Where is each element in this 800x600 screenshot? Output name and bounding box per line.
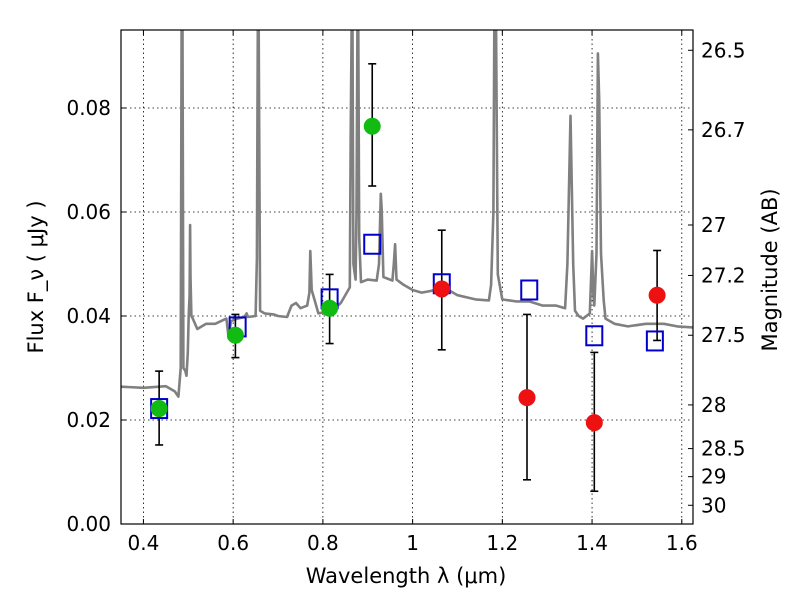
detection-point bbox=[321, 299, 339, 317]
model-photometry-square bbox=[645, 330, 664, 352]
low-significance-point bbox=[433, 280, 451, 298]
model-photometry-square bbox=[585, 325, 604, 347]
y-tick-label: 0.06 bbox=[66, 200, 111, 224]
detection-point bbox=[363, 117, 381, 135]
right-axis-tick-label: 30 bbox=[701, 493, 726, 517]
right-axis-tick-label: 29 bbox=[701, 465, 726, 489]
gridlines bbox=[121, 30, 693, 525]
errorbar-layer bbox=[155, 62, 662, 493]
right-axis-tick-label: 27.2 bbox=[701, 263, 746, 287]
right-axis-tick-label: 26.7 bbox=[701, 118, 746, 142]
x-tick-label: 1.6 bbox=[666, 531, 698, 555]
x-tick-label: 0.8 bbox=[307, 531, 339, 555]
model-photometry-square bbox=[520, 279, 539, 301]
model-photometry-square bbox=[363, 233, 382, 255]
spectrum-layer bbox=[121, 30, 693, 398]
y-tick-label: 0.00 bbox=[66, 512, 111, 536]
right-axis-tick-label: 27.5 bbox=[701, 323, 746, 347]
right-axis-tick-label: 28.5 bbox=[701, 437, 746, 461]
low-significance-point bbox=[585, 414, 603, 432]
x-tick-label: 1.2 bbox=[486, 531, 518, 555]
observed-photometry-layer bbox=[150, 117, 666, 432]
y-axis-label: Flux F_ν ( μJy ) bbox=[24, 200, 49, 353]
x-tick-label: 0.6 bbox=[217, 531, 249, 555]
x-tick-label: 1.4 bbox=[576, 531, 608, 555]
x-tick-label: 0.4 bbox=[128, 531, 160, 555]
right-axis-tick-label: 27 bbox=[701, 213, 726, 237]
tick-labels: 0.4 0.6 0.8 1 1.2 1.4 1.6 0.00 0.02 0.04 0.06 0.08 2… bbox=[66, 38, 745, 555]
detection-point bbox=[226, 326, 244, 344]
detection-point bbox=[150, 400, 168, 418]
model-spectrum-line bbox=[121, 30, 693, 398]
low-significance-point bbox=[518, 389, 536, 407]
x-axis-label: Wavelength λ (μm) bbox=[306, 564, 507, 588]
x-tick-label: 1 bbox=[406, 531, 419, 555]
right-axis-label: Magnitude (AB) bbox=[758, 188, 782, 351]
low-significance-point bbox=[648, 286, 666, 304]
ticks bbox=[121, 30, 693, 525]
y-tick-label: 0.02 bbox=[66, 408, 111, 432]
y-tick-label: 0.08 bbox=[66, 96, 111, 120]
plot-frame bbox=[120, 29, 694, 525]
right-axis-tick-label: 26.5 bbox=[701, 38, 746, 62]
y-tick-label: 0.04 bbox=[66, 304, 111, 328]
right-axis-tick-label: 28 bbox=[701, 393, 726, 417]
